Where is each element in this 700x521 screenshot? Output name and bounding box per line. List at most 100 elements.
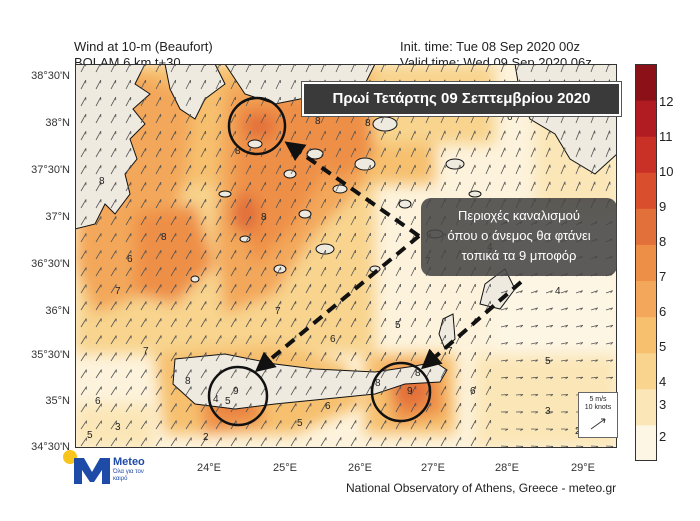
field-number: 4 (213, 394, 219, 405)
wind-arrow (470, 351, 476, 362)
wind-arrow (455, 368, 461, 379)
wind-arrow (245, 130, 251, 141)
wind-arrow (500, 342, 508, 345)
wind-arrow (275, 301, 282, 311)
wind-arrow (455, 147, 461, 158)
wind-arrow (365, 352, 372, 362)
wind-arrow (245, 164, 251, 175)
wind-arrow (185, 284, 192, 294)
wind-arrow (215, 182, 222, 192)
wind-arrow (260, 216, 267, 226)
wind-arrow (230, 79, 236, 90)
field-number: 7 (115, 286, 121, 297)
wind-arrow (275, 215, 281, 226)
wind-arrow (155, 284, 162, 294)
wind-arrow (200, 369, 207, 379)
wind-arrow (590, 147, 596, 158)
wind-arrow (170, 386, 177, 396)
wind-arrow (470, 402, 476, 413)
wind-arrow (170, 369, 177, 379)
wind-arrow (170, 352, 177, 362)
wind-arrow (395, 300, 401, 311)
field-number: 8 (365, 118, 371, 129)
wind-arrow (230, 250, 237, 260)
wind-arrow (95, 148, 102, 158)
wind-arrow (185, 250, 192, 260)
wind-arrow (110, 131, 117, 141)
wind-arrow (560, 164, 566, 175)
wind-arrow (290, 215, 296, 226)
wind-arrow-head (505, 411, 509, 414)
wind-arrow (215, 96, 221, 107)
wind-arrow (200, 420, 207, 430)
wind-arrow (200, 267, 207, 277)
wind-arrow (260, 181, 266, 192)
lon-label-29: 29°E (571, 462, 595, 474)
wind-arrow-head (535, 290, 538, 294)
field-number: 7 (143, 346, 149, 357)
wind-arrow (455, 385, 461, 396)
wind-arrow (320, 420, 327, 430)
wind-arrow (80, 131, 87, 141)
wind-arrow (290, 181, 296, 192)
wind-arrow (125, 437, 132, 447)
wind-arrow (155, 267, 162, 277)
wind-arrow-head (595, 342, 599, 345)
wind-arrow-head (505, 359, 509, 363)
wind-arrow (545, 376, 553, 379)
wind-arrow (110, 233, 117, 243)
wind-arrow (215, 79, 221, 90)
wind-arrow (215, 301, 222, 311)
wind-arrow (500, 307, 508, 311)
wind-arrow (110, 267, 117, 277)
wind-arrow (260, 130, 266, 141)
reference-speed: 5 m/s (589, 396, 607, 403)
wind-arrow (290, 403, 297, 413)
wind-arrow (200, 301, 207, 311)
field-number: 5 (395, 320, 401, 331)
wind-arrow (335, 369, 342, 379)
wind-arrow (380, 317, 386, 328)
wind-arrow (185, 267, 192, 277)
wind-arrow (200, 386, 207, 396)
wind-arrow (560, 359, 568, 362)
wind-arrow (185, 130, 191, 141)
wind-arrow (545, 164, 551, 175)
wind-arrow (440, 181, 446, 192)
wind-arrow (275, 284, 282, 294)
wind-arrow-head (565, 290, 568, 294)
wind-arrow (215, 352, 222, 362)
colorbar-band (635, 208, 657, 245)
wind-arrow-head (610, 376, 614, 380)
wind-arrow (95, 369, 102, 379)
wind-arrow (605, 290, 613, 294)
wind-arrow (425, 130, 431, 141)
wind-arrow (365, 164, 371, 175)
wind-arrow (560, 130, 566, 141)
wind-arrow (380, 420, 387, 430)
circle-west-crete (207, 365, 269, 427)
wind-arrow (500, 376, 508, 379)
wind-arrow (560, 181, 566, 192)
wind-arrow (230, 403, 237, 413)
wind-arrow (260, 79, 266, 90)
wind-arrow (185, 96, 191, 107)
wind-arrow-head (580, 307, 583, 311)
wind-arrow (290, 130, 296, 141)
wind-arrow-head (595, 324, 599, 328)
wind-arrow (410, 164, 416, 175)
wind-arrow (350, 301, 357, 311)
colorbar-label-7: 7 (659, 269, 667, 284)
wind-arrow (275, 181, 281, 192)
wind-arrow (95, 437, 102, 447)
wind-arrow (350, 352, 357, 362)
wind-arrow (530, 164, 536, 175)
wind-arrow (200, 284, 207, 294)
wind-arrow (335, 437, 342, 447)
wind-arrow (80, 369, 87, 379)
wind-arrow (305, 437, 312, 447)
wind-arrow (545, 181, 551, 192)
wind-arrow (125, 352, 132, 362)
wind-arrow (365, 420, 372, 430)
wind-arrow (320, 130, 326, 141)
